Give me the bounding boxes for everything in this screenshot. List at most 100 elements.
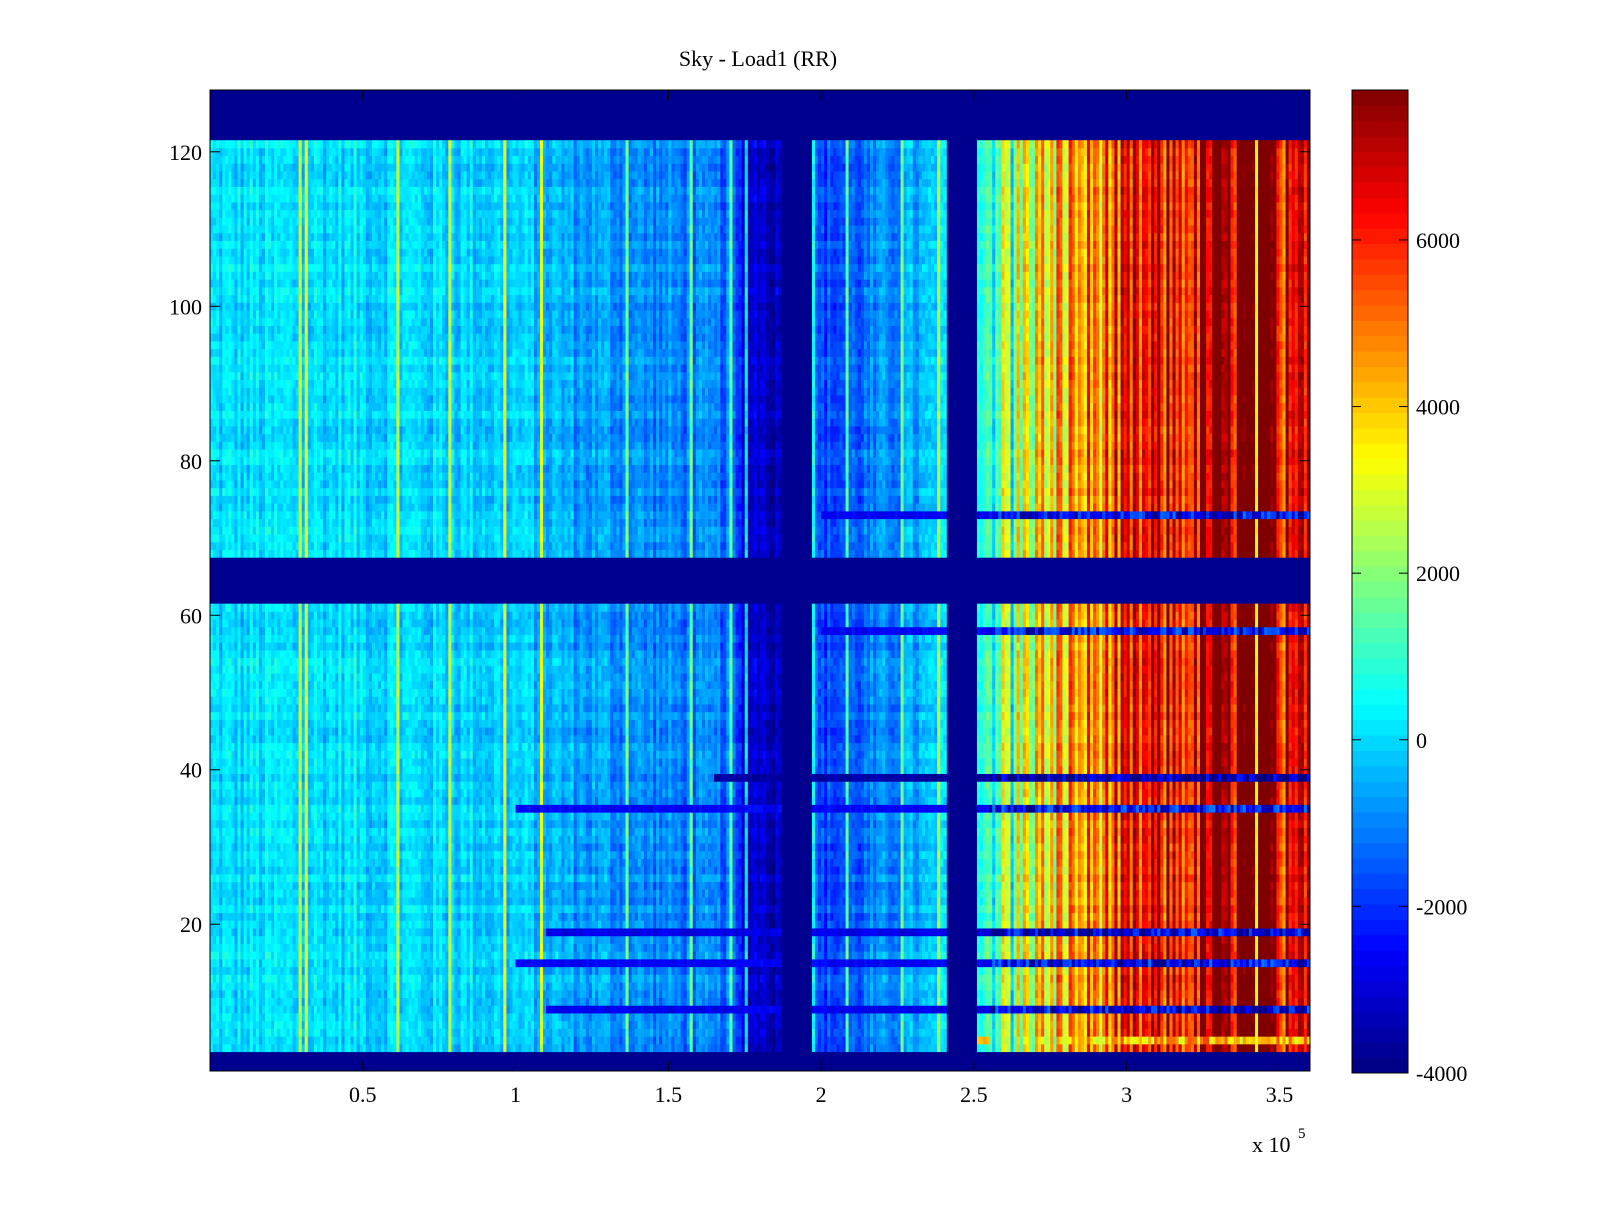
heatmap-cell (253, 897, 256, 905)
heatmap-cell (293, 673, 296, 681)
heatmap-cell (305, 233, 308, 241)
heatmap-cell (256, 140, 259, 148)
heatmap-cell (341, 913, 344, 921)
heatmap-cell (244, 758, 247, 766)
heatmap-cell (253, 712, 256, 720)
heatmap-cell (296, 248, 299, 256)
heatmap-cell (344, 681, 347, 689)
heatmap-cell (210, 202, 213, 210)
heatmap-cell (265, 380, 268, 388)
heatmap-cell (210, 627, 213, 635)
heatmap-cell (293, 1013, 296, 1021)
heatmap-cell (335, 627, 338, 635)
heatmap-cell (280, 287, 283, 295)
heatmap-cell (320, 859, 323, 867)
heatmap-cell (289, 349, 292, 357)
heatmap-cell (271, 990, 274, 998)
heatmap-cell (210, 866, 213, 874)
heatmap-cell (326, 225, 329, 233)
heatmap-cell (231, 905, 234, 913)
heatmap-cell (271, 897, 274, 905)
heatmap-cell (225, 372, 228, 380)
heatmap-cell (253, 279, 256, 287)
heatmap-cell (256, 372, 259, 380)
heatmap-cell (308, 395, 311, 403)
heatmap-cell (244, 488, 247, 496)
heatmap-cell (238, 202, 241, 210)
heatmap-cell (317, 735, 320, 743)
heatmap-cell (213, 550, 216, 558)
heatmap-cell (323, 403, 326, 411)
heatmap-cell (323, 843, 326, 851)
heatmap-cell (271, 526, 274, 534)
heatmap-cell (299, 187, 302, 195)
heatmap-cell (341, 241, 344, 249)
heatmap-cell (213, 889, 216, 897)
heatmap-cell (344, 488, 347, 496)
heatmap-cell (311, 673, 314, 681)
heatmap-cell (320, 395, 323, 403)
heatmap-cell (296, 465, 299, 473)
heatmap-cell (247, 194, 250, 202)
heatmap-cell (344, 781, 347, 789)
heatmap-cell (323, 920, 326, 928)
heatmap-cell (286, 418, 289, 426)
heatmap-cell (277, 774, 280, 782)
heatmap-cell (280, 766, 283, 774)
heatmap-cell (280, 256, 283, 264)
heatmap-cell (280, 233, 283, 241)
heatmap-cell (210, 1044, 213, 1052)
heatmap-cell (210, 217, 213, 225)
heatmap-cell (323, 256, 326, 264)
heatmap-cell (225, 874, 228, 882)
heatmap-cell (286, 441, 289, 449)
heatmap-cell (320, 851, 323, 859)
heatmap-cell (308, 333, 311, 341)
heatmap-cell (308, 750, 311, 758)
heatmap-cell (329, 341, 332, 349)
heatmap-cell (250, 758, 253, 766)
heatmap-cell (225, 187, 228, 195)
heatmap-cell (323, 148, 326, 156)
heatmap-cell (241, 951, 244, 959)
heatmap-cell (335, 496, 338, 504)
heatmap-cell (308, 781, 311, 789)
heatmap-cell (289, 333, 292, 341)
heatmap-cell (326, 712, 329, 720)
heatmap-cell (265, 673, 268, 681)
heatmap-cell (271, 1044, 274, 1052)
heatmap-cell (259, 550, 262, 558)
heatmap-cell (210, 534, 213, 542)
heatmap-cell (265, 140, 268, 148)
heatmap-cell (344, 998, 347, 1006)
heatmap-cell (338, 256, 341, 264)
heatmap-cell (286, 233, 289, 241)
heatmap-cell (219, 828, 222, 836)
heatmap-cell (277, 457, 280, 465)
heatmap-cell (286, 1036, 289, 1044)
heatmap-cell (238, 944, 241, 952)
heatmap-cell (265, 287, 268, 295)
heatmap-cell (250, 333, 253, 341)
heatmap-cell (293, 210, 296, 218)
heatmap-cell (323, 302, 326, 310)
heatmap-cell (216, 658, 219, 666)
heatmap-cell (274, 403, 277, 411)
heatmap-cell (335, 696, 338, 704)
heatmap-cell (231, 217, 234, 225)
heatmap-cell (338, 380, 341, 388)
heatmap-cell (277, 928, 280, 936)
heatmap-cell (314, 434, 317, 442)
heatmap-cell (268, 805, 271, 813)
heatmap-cell (286, 163, 289, 171)
heatmap-cell (280, 735, 283, 743)
heatmap-cell (219, 1036, 222, 1044)
heatmap-cell (332, 920, 335, 928)
heatmap-cell (213, 380, 216, 388)
heatmap-cell (332, 411, 335, 419)
heatmap-cell (268, 449, 271, 457)
heatmap-cell (225, 658, 228, 666)
heatmap-cell (213, 805, 216, 813)
heatmap-cell (335, 774, 338, 782)
